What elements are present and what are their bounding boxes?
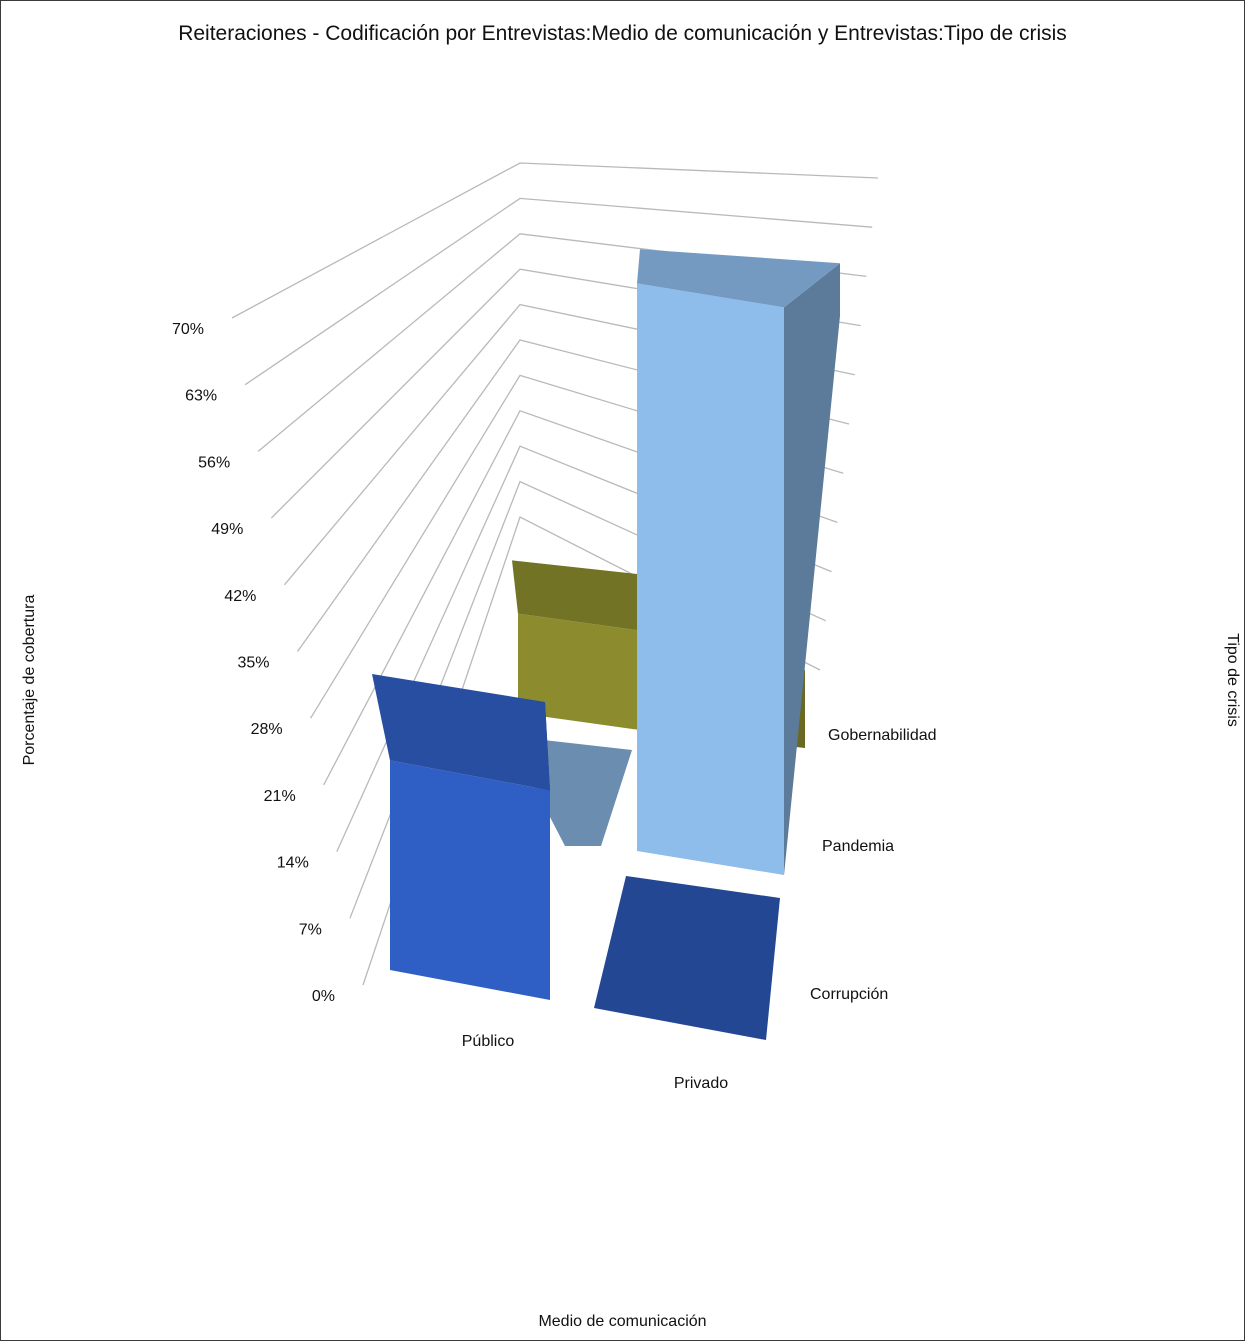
y-tick-label: 28% — [251, 721, 283, 738]
bar-0-0 — [372, 674, 550, 1000]
bar-top-face — [372, 674, 550, 791]
y-tick-label: 21% — [264, 788, 296, 805]
y-tick-label: 56% — [198, 454, 230, 471]
bar-front-face — [390, 760, 550, 1000]
chart-title: Reiteraciones - Codificación por Entrevi… — [178, 22, 1067, 45]
y-tick-label: 49% — [211, 521, 243, 538]
x-axis-label: Medio de comunicación — [538, 1313, 707, 1330]
bar-1-0 — [594, 876, 780, 1040]
y-tick-label: 42% — [224, 588, 256, 605]
bar-top-face — [637, 249, 840, 308]
bar-top-face — [512, 560, 650, 631]
x-category-label: Privado — [674, 1075, 728, 1092]
series-axis-label: Gobernabilidad — [828, 727, 937, 744]
bar-front-face — [637, 283, 784, 875]
bar-side-face — [784, 263, 840, 875]
bar-top-face — [594, 876, 780, 1040]
y-tick-label: 70% — [172, 321, 204, 338]
gridline — [244, 197, 873, 386]
x-category-label: Público — [462, 1033, 515, 1050]
y-tick-label: 35% — [237, 655, 269, 672]
gridline — [231, 162, 879, 319]
bar-front-face — [518, 613, 640, 730]
y-tick-label: 14% — [277, 855, 309, 872]
bar-1-1 — [637, 249, 840, 875]
series-axis-label: Corrupción — [810, 986, 888, 1003]
series-axis-label: Pandemia — [822, 838, 894, 855]
y-tick-label: 7% — [299, 921, 322, 938]
y-tick-label: 0% — [312, 988, 335, 1005]
y-tick-label: 63% — [185, 388, 217, 405]
